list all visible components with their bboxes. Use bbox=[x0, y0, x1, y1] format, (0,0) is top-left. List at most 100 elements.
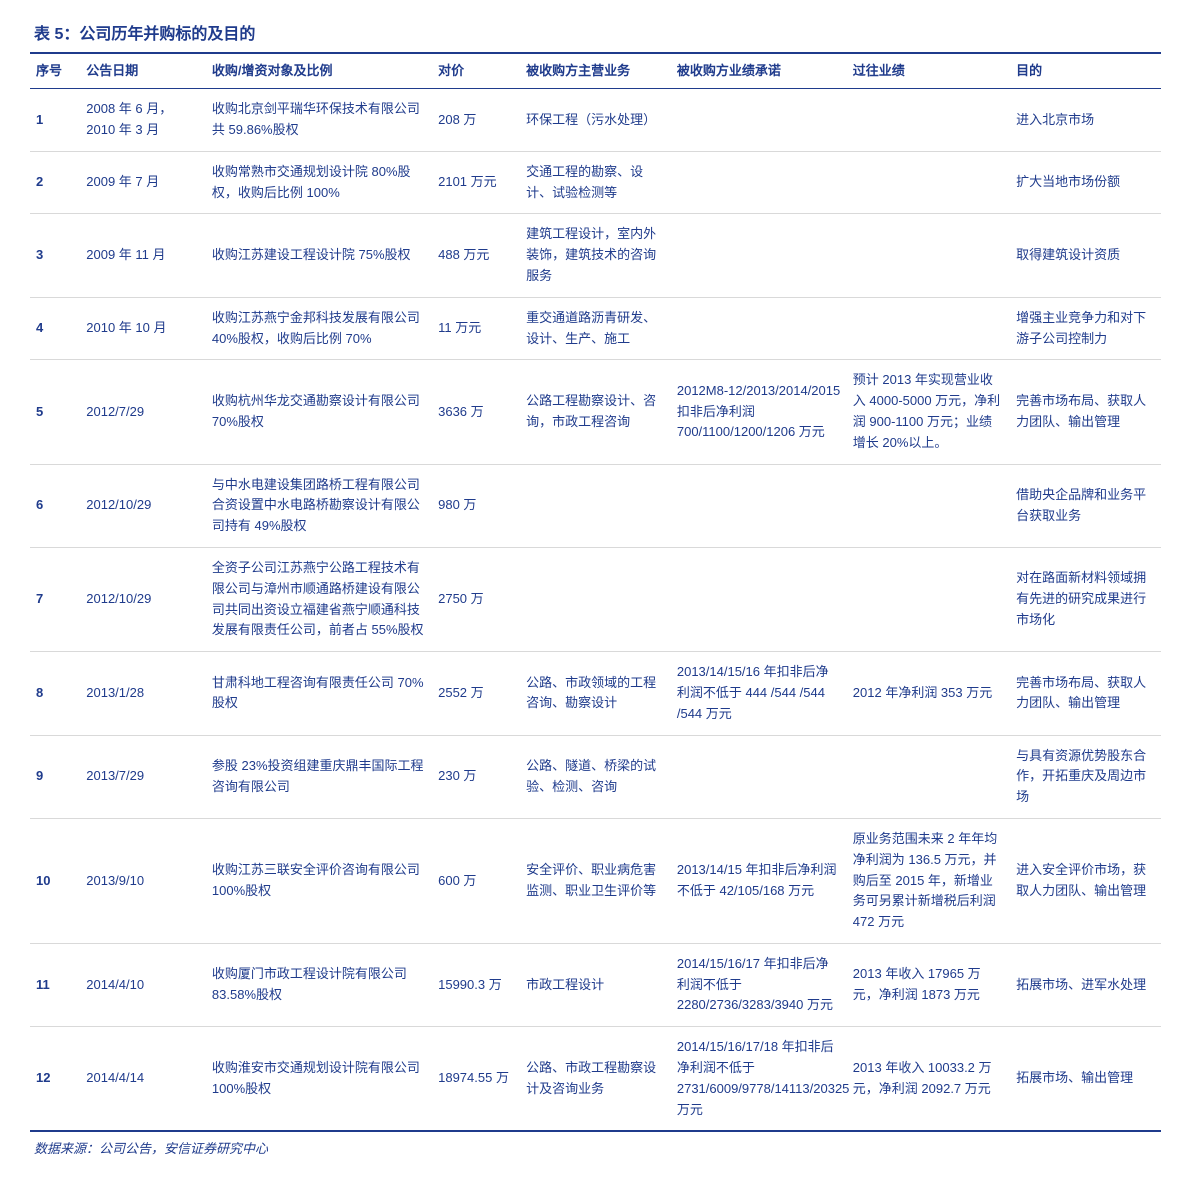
cell-history: 2013 年收入 10033.2 万元，净利润 2092.7 万元 bbox=[847, 1027, 1010, 1132]
cell-price: 2101 万元 bbox=[432, 151, 520, 214]
cell-commitment bbox=[671, 89, 847, 152]
cell-purpose: 对在路面新材料领域拥有先进的研究成果进行市场化 bbox=[1010, 547, 1161, 651]
cell-history bbox=[847, 89, 1010, 152]
cell-target: 收购北京剑平瑞华环保技术有限公司共 59.86%股权 bbox=[206, 89, 432, 152]
col-header-purpose: 目的 bbox=[1010, 53, 1161, 89]
cell-price: 11 万元 bbox=[432, 297, 520, 360]
cell-history bbox=[847, 214, 1010, 297]
cell-purpose: 完善市场布局、获取人力团队、输出管理 bbox=[1010, 360, 1161, 464]
table-row: 7 2012/10/29 全资子公司江苏燕宁公路工程技术有限公司与漳州市顺通路桥… bbox=[30, 547, 1161, 651]
cell-price: 2750 万 bbox=[432, 547, 520, 651]
cell-date: 2014/4/10 bbox=[80, 943, 206, 1026]
cell-history bbox=[847, 464, 1010, 547]
col-header-price: 对价 bbox=[432, 53, 520, 89]
cell-business: 重交通道路沥青研发、设计、生产、施工 bbox=[520, 297, 671, 360]
cell-seq: 3 bbox=[30, 214, 80, 297]
cell-business: 市政工程设计 bbox=[520, 943, 671, 1026]
cell-purpose: 拓展市场、进军水处理 bbox=[1010, 943, 1161, 1026]
cell-target: 收购厦门市政工程设计院有限公司 83.58%股权 bbox=[206, 943, 432, 1026]
cell-commitment: 2014/15/16/17 年扣非后净利润不低于 2280/2736/3283/… bbox=[671, 943, 847, 1026]
cell-commitment bbox=[671, 547, 847, 651]
cell-price: 600 万 bbox=[432, 818, 520, 943]
col-header-business: 被收购方主营业务 bbox=[520, 53, 671, 89]
cell-history bbox=[847, 151, 1010, 214]
cell-business bbox=[520, 464, 671, 547]
cell-history: 2012 年净利润 353 万元 bbox=[847, 652, 1010, 735]
cell-seq: 4 bbox=[30, 297, 80, 360]
cell-business: 交通工程的勘察、设计、试验检测等 bbox=[520, 151, 671, 214]
col-header-date: 公告日期 bbox=[80, 53, 206, 89]
table-row: 11 2014/4/10 收购厦门市政工程设计院有限公司 83.58%股权 15… bbox=[30, 943, 1161, 1026]
cell-date: 2013/1/28 bbox=[80, 652, 206, 735]
cell-target: 收购淮安市交通规划设计院有限公司 100%股权 bbox=[206, 1027, 432, 1132]
cell-date: 2013/9/10 bbox=[80, 818, 206, 943]
table-row: 2 2009 年 7 月 收购常熟市交通规划设计院 80%股权，收购后比例 10… bbox=[30, 151, 1161, 214]
cell-commitment bbox=[671, 735, 847, 818]
cell-business bbox=[520, 547, 671, 651]
col-header-target: 收购/增资对象及比例 bbox=[206, 53, 432, 89]
cell-seq: 11 bbox=[30, 943, 80, 1026]
cell-history: 预计 2013 年实现营业收入 4000-5000 万元，净利润 900-110… bbox=[847, 360, 1010, 464]
table-row: 5 2012/7/29 收购杭州华龙交通勘察设计有限公司 70%股权 3636 … bbox=[30, 360, 1161, 464]
cell-commitment bbox=[671, 464, 847, 547]
cell-seq: 5 bbox=[30, 360, 80, 464]
source-note: 数据来源：公司公告，安信证券研究中心 bbox=[30, 1138, 1161, 1157]
ma-table: 序号 公告日期 收购/增资对象及比例 对价 被收购方主营业务 被收购方业绩承诺 … bbox=[30, 52, 1161, 1132]
cell-commitment: 2014/15/16/17/18 年扣非后净利润不低于 2731/6009/97… bbox=[671, 1027, 847, 1132]
table-row: 4 2010 年 10 月 收购江苏燕宁金邦科技发展有限公司 40%股权，收购后… bbox=[30, 297, 1161, 360]
cell-business: 公路、隧道、桥梁的试验、检测、咨询 bbox=[520, 735, 671, 818]
cell-purpose: 进入北京市场 bbox=[1010, 89, 1161, 152]
cell-date: 2013/7/29 bbox=[80, 735, 206, 818]
cell-date: 2012/7/29 bbox=[80, 360, 206, 464]
cell-target: 收购江苏燕宁金邦科技发展有限公司 40%股权，收购后比例 70% bbox=[206, 297, 432, 360]
cell-date: 2008 年 6 月，2010 年 3 月 bbox=[80, 89, 206, 152]
cell-target: 甘肃科地工程咨询有限责任公司 70%股权 bbox=[206, 652, 432, 735]
table-row: 9 2013/7/29 参股 23%投资组建重庆鼎丰国际工程咨询有限公司 230… bbox=[30, 735, 1161, 818]
cell-commitment bbox=[671, 297, 847, 360]
cell-commitment: 2012M8-12/2013/2014/2015 扣非后净利润 700/1100… bbox=[671, 360, 847, 464]
cell-seq: 6 bbox=[30, 464, 80, 547]
cell-price: 230 万 bbox=[432, 735, 520, 818]
cell-purpose: 扩大当地市场份额 bbox=[1010, 151, 1161, 214]
cell-target: 参股 23%投资组建重庆鼎丰国际工程咨询有限公司 bbox=[206, 735, 432, 818]
cell-purpose: 增强主业竞争力和对下游子公司控制力 bbox=[1010, 297, 1161, 360]
cell-business: 环保工程（污水处理） bbox=[520, 89, 671, 152]
cell-seq: 12 bbox=[30, 1027, 80, 1132]
table-title: 表 5：公司历年并购标的及目的 bbox=[30, 20, 1161, 44]
cell-target: 收购杭州华龙交通勘察设计有限公司 70%股权 bbox=[206, 360, 432, 464]
table-header-row: 序号 公告日期 收购/增资对象及比例 对价 被收购方主营业务 被收购方业绩承诺 … bbox=[30, 53, 1161, 89]
cell-target: 全资子公司江苏燕宁公路工程技术有限公司与漳州市顺通路桥建设有限公司共同出资设立福… bbox=[206, 547, 432, 651]
cell-seq: 1 bbox=[30, 89, 80, 152]
cell-business: 建筑工程设计，室内外装饰，建筑技术的咨询服务 bbox=[520, 214, 671, 297]
table-row: 1 2008 年 6 月，2010 年 3 月 收购北京剑平瑞华环保技术有限公司… bbox=[30, 89, 1161, 152]
col-header-commitment: 被收购方业绩承诺 bbox=[671, 53, 847, 89]
col-header-seq: 序号 bbox=[30, 53, 80, 89]
cell-seq: 9 bbox=[30, 735, 80, 818]
cell-target: 收购常熟市交通规划设计院 80%股权，收购后比例 100% bbox=[206, 151, 432, 214]
cell-commitment: 2013/14/15 年扣非后净利润不低于 42/105/168 万元 bbox=[671, 818, 847, 943]
cell-purpose: 完善市场布局、获取人力团队、输出管理 bbox=[1010, 652, 1161, 735]
cell-business: 公路工程勘察设计、咨询，市政工程咨询 bbox=[520, 360, 671, 464]
cell-purpose: 拓展市场、输出管理 bbox=[1010, 1027, 1161, 1132]
cell-target: 与中水电建设集团路桥工程有限公司合资设置中水电路桥勘察设计有限公司持有 49%股… bbox=[206, 464, 432, 547]
cell-purpose: 借助央企品牌和业务平台获取业务 bbox=[1010, 464, 1161, 547]
cell-business: 公路、市政工程勘察设计及咨询业务 bbox=[520, 1027, 671, 1132]
cell-target: 收购江苏建设工程设计院 75%股权 bbox=[206, 214, 432, 297]
table-row: 3 2009 年 11 月 收购江苏建设工程设计院 75%股权 488 万元 建… bbox=[30, 214, 1161, 297]
table-row: 12 2014/4/14 收购淮安市交通规划设计院有限公司 100%股权 189… bbox=[30, 1027, 1161, 1132]
cell-price: 3636 万 bbox=[432, 360, 520, 464]
table-body: 1 2008 年 6 月，2010 年 3 月 收购北京剑平瑞华环保技术有限公司… bbox=[30, 89, 1161, 1132]
cell-date: 2012/10/29 bbox=[80, 547, 206, 651]
cell-history bbox=[847, 297, 1010, 360]
cell-price: 15990.3 万 bbox=[432, 943, 520, 1026]
cell-price: 208 万 bbox=[432, 89, 520, 152]
cell-purpose: 与具有资源优势股东合作，开拓重庆及周边市场 bbox=[1010, 735, 1161, 818]
cell-history: 原业务范围未来 2 年年均净利润为 136.5 万元，并购后至 2015 年，新… bbox=[847, 818, 1010, 943]
cell-seq: 10 bbox=[30, 818, 80, 943]
cell-history bbox=[847, 547, 1010, 651]
cell-price: 980 万 bbox=[432, 464, 520, 547]
table-row: 10 2013/9/10 收购江苏三联安全评价咨询有限公司 100%股权 600… bbox=[30, 818, 1161, 943]
cell-business: 公路、市政领域的工程咨询、勘察设计 bbox=[520, 652, 671, 735]
cell-seq: 8 bbox=[30, 652, 80, 735]
table-row: 8 2013/1/28 甘肃科地工程咨询有限责任公司 70%股权 2552 万 … bbox=[30, 652, 1161, 735]
